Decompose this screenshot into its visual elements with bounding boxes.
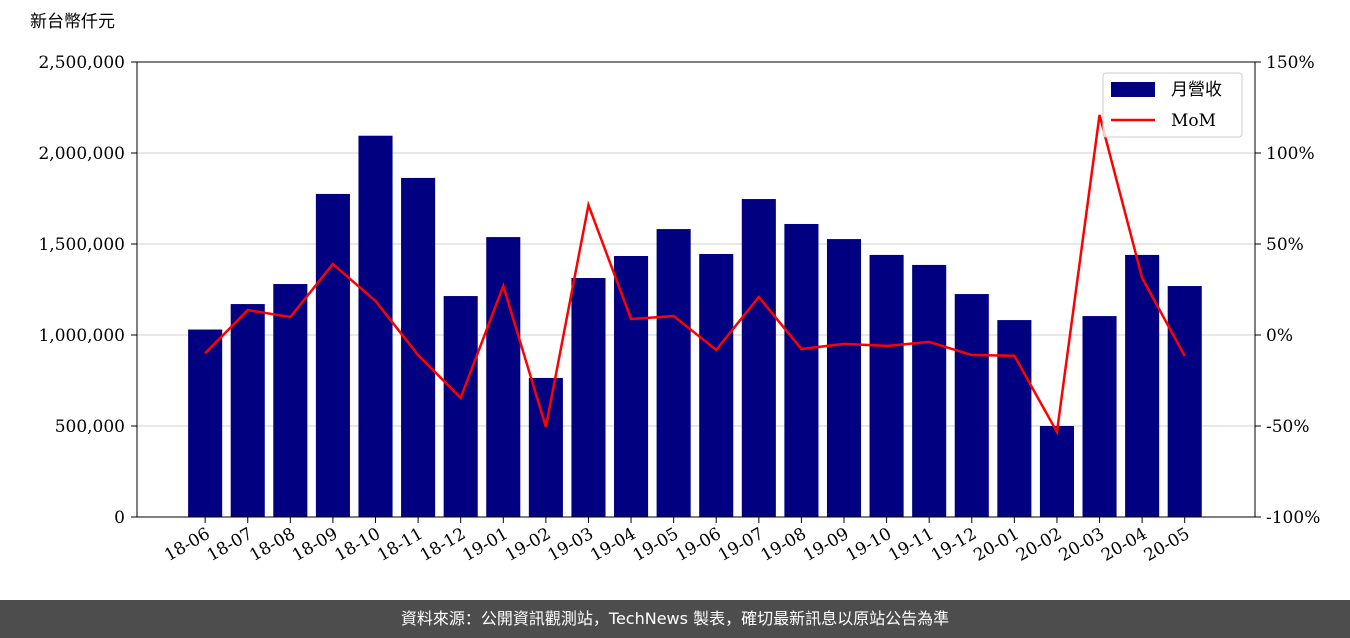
legend-label: 月營收 [1171, 80, 1222, 100]
bar [614, 256, 649, 517]
x-tick-label: 19-02 [502, 524, 554, 566]
x-tick-label: 19-07 [715, 524, 767, 566]
y-tick-label: 1,000,000 [38, 326, 125, 346]
y-tick-label: 0 [114, 508, 125, 528]
chart: 新台幣仟元 0 500,000 1,000,000 1,500,000 2,000,00… [30, 12, 1320, 566]
x-tick-label: 18-07 [204, 524, 256, 566]
bar [997, 320, 1032, 517]
x-tick-label: 18-11 [374, 524, 426, 566]
bar [741, 199, 776, 517]
x-tick-label: 19-11 [885, 524, 937, 566]
bar [528, 377, 563, 517]
line [204, 114, 1186, 436]
bar [188, 329, 223, 517]
x-tick-label: 19-12 [928, 524, 980, 566]
x-tick-label: 18-09 [289, 524, 341, 566]
bar [784, 223, 819, 518]
y-tick-label: 1,500,000 [38, 235, 125, 255]
x-tick-label: 18-12 [417, 524, 469, 566]
legend-swatch [1111, 82, 1155, 97]
bar [699, 254, 734, 517]
legend-label: MoM [1171, 111, 1216, 131]
y2-tick-label: -50% [1266, 417, 1310, 437]
y-tick-label: 2,500,000 [38, 53, 125, 73]
bar [912, 264, 947, 517]
y2-tick-label: -100% [1266, 508, 1320, 528]
y2-tick-label: 100% [1266, 144, 1315, 164]
bar [1039, 426, 1074, 517]
y-tick-label: 500,000 [55, 417, 125, 437]
bar [1125, 254, 1160, 518]
bar [273, 284, 308, 517]
x-tick-label: 19-06 [672, 524, 724, 566]
x-tick-label: 18-10 [332, 524, 384, 566]
x-tick-label: 20-05 [1141, 524, 1193, 566]
y-axis-label: 新台幣仟元 [30, 12, 115, 32]
x-tick-label: 19-01 [459, 524, 511, 566]
bar [315, 193, 350, 517]
bar [1082, 316, 1117, 517]
x-tick-label: 19-05 [630, 524, 682, 566]
bar [954, 294, 989, 517]
y-tick-label: 2,000,000 [38, 144, 125, 164]
y2-tick-label: 0% [1266, 326, 1293, 346]
x-tick-label: 19-04 [587, 524, 639, 566]
x-tick-label: 20-04 [1098, 524, 1150, 566]
bar [869, 254, 904, 518]
x-tick-label: 18-06 [161, 524, 213, 566]
x-tick-label: 18-08 [246, 524, 298, 566]
y2-tick-label: 150% [1266, 53, 1315, 73]
x-tick-label: 20-02 [1013, 524, 1065, 566]
bar [443, 296, 478, 517]
bar [486, 237, 521, 518]
x-tick-label: 19-10 [843, 524, 895, 566]
bar [1167, 286, 1202, 517]
bar [571, 278, 606, 517]
x-tick-label: 19-08 [757, 524, 809, 566]
x-tick-label: 20-01 [970, 524, 1022, 566]
bar [401, 177, 436, 517]
x-tick-label: 19-09 [800, 524, 852, 566]
bar [826, 239, 862, 517]
y2-tick-label: 50% [1266, 235, 1304, 255]
footer-source: 資料來源：公開資訊觀測站，TechNews 製表，確切最新訊息以原站公告為準 [0, 600, 1350, 638]
x-tick-label: 19-03 [545, 524, 597, 566]
plot-frame [136, 61, 1256, 518]
bar [230, 304, 265, 517]
x-tick-label: 20-03 [1056, 524, 1108, 566]
bar [656, 229, 691, 518]
bar [358, 135, 393, 517]
